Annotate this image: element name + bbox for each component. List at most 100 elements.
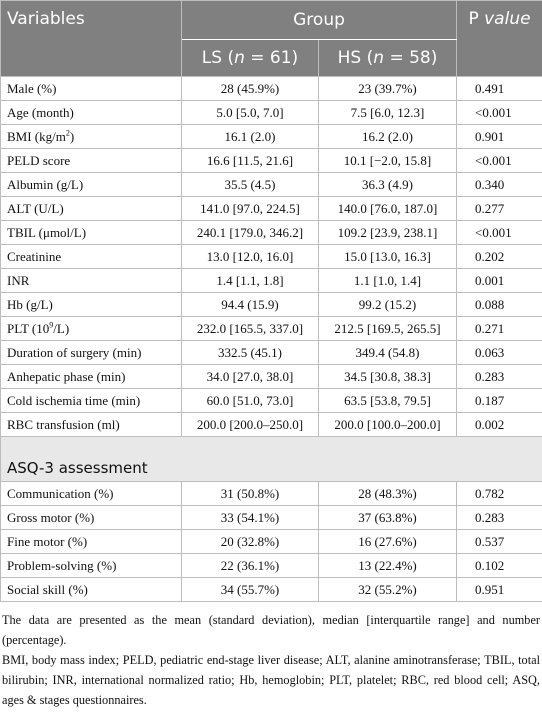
cell: 16.2 (2.0) <box>317 124 458 149</box>
cell: 212.5 [169.5, 265.5] <box>317 316 458 341</box>
text-segment: HS ( <box>337 48 374 68</box>
cell: 232.0 [165.5, 337.0] <box>181 316 319 341</box>
cell: 7.5 [6.0, 12.3] <box>317 100 458 125</box>
cell: 200.0 [100.0–200.0] <box>317 412 458 437</box>
cell: 0.283 <box>456 364 542 389</box>
cell: 28 (48.3%) <box>317 481 458 506</box>
header-row: Variables Group P value <box>0 0 542 77</box>
cell: 0.491 <box>456 76 542 101</box>
row-label: INR <box>0 268 182 293</box>
cell: 22 (36.1%) <box>181 553 319 578</box>
table-header: Variables Group P value LS (n = 61) HS (… <box>0 0 542 77</box>
header-cell: Variables <box>0 0 182 77</box>
text-segment: n <box>373 48 385 68</box>
row-label: PLT (109/L) <box>0 316 182 341</box>
cell: <0.001 <box>456 148 542 173</box>
row-label: Creatinine <box>0 244 182 269</box>
cell: 15.0 [13.0, 16.3] <box>317 244 458 269</box>
row-label: Age (month) <box>0 100 182 125</box>
text-segment: = 58) <box>384 48 438 68</box>
cell: 349.4 (54.8) <box>317 340 458 365</box>
cell: 23 (39.7%) <box>317 76 458 101</box>
header-cell: Group <box>180 0 458 40</box>
header-cell: LS (n = 61) <box>181 39 319 77</box>
text-segment: ) <box>69 128 75 144</box>
row-label: Anhepatic phase (min) <box>0 364 182 389</box>
row-label: ALT (U/L) <box>0 196 182 221</box>
cell: <0.001 <box>456 220 542 245</box>
cell: 16.1 (2.0) <box>181 124 319 149</box>
cell: 0.002 <box>456 412 542 437</box>
table-row: Creatinine 13.0 [12.0, 16.0] 15.0 [13.0, 1… <box>0 244 542 269</box>
cell: 0.951 <box>456 577 542 602</box>
text-segment: P <box>468 9 479 29</box>
cell: 34 (55.7%) <box>181 577 319 602</box>
cell: 0.063 <box>456 340 542 365</box>
cell: 0.001 <box>456 268 542 293</box>
cell: 240.1 [179.0, 346.2] <box>181 220 319 245</box>
row-label: Albumin (g/L) <box>0 172 182 197</box>
cell: 13 (22.4%) <box>317 553 458 578</box>
row-label: RBC transfusion (ml) <box>0 412 182 437</box>
table-row: Social skill (%) 34 (55.7%) 32 (55.2%) 0.95… <box>0 577 542 602</box>
row-label: Communication (%) <box>0 481 182 506</box>
cell: 0.271 <box>456 316 542 341</box>
cell: 35.5 (4.5) <box>181 172 319 197</box>
cell: 1.1 [1.0, 1.4] <box>317 268 458 293</box>
data-table: Variables Group P value LS (n = 61) HS (… <box>0 0 542 602</box>
cell: 31 (50.8%) <box>181 481 319 506</box>
cell: 0.537 <box>456 529 542 554</box>
cell: 16 (27.6%) <box>317 529 458 554</box>
cell: 63.5 [53.8, 79.5] <box>317 388 458 413</box>
cell: 109.2 [23.9, 238.1] <box>317 220 458 245</box>
cell: 0.187 <box>456 388 542 413</box>
cell: 99.2 (15.2) <box>317 292 458 317</box>
row-label: Hb (g/L) <box>0 292 182 317</box>
table-body: Male (%) 28 (45.9%) 23 (39.7%) 0.491 Age (mo… <box>0 76 542 602</box>
table-row: Hb (g/L) 94.4 (15.9) 99.2 (15.2) 0.088 <box>0 292 542 317</box>
cell: 33 (54.1%) <box>181 505 319 530</box>
text-segment: 9 <box>49 320 54 330</box>
header-cell: P value <box>456 0 542 77</box>
cell: 0.102 <box>456 553 542 578</box>
row-label: TBIL (μmol/L) <box>0 220 182 245</box>
cell: 60.0 [51.0, 73.0] <box>181 388 319 413</box>
row-label: Male (%) <box>0 76 182 101</box>
cell: 0.340 <box>456 172 542 197</box>
cell: 5.0 [5.0, 7.0] <box>181 100 319 125</box>
table-row: ALT (U/L) 141.0 [97.0, 224.5] 140.0 [76.0,… <box>0 196 542 221</box>
footnote: The data are presented as the mean (stan… <box>2 613 540 647</box>
table-row: TBIL (μmol/L) 240.1 [179.0, 346.2] 109.2 [… <box>0 220 542 245</box>
text-segment: /L) <box>53 320 70 336</box>
text-segment: = 61) <box>244 48 299 68</box>
cell: 34.5 [30.8, 38.3] <box>317 364 458 389</box>
cell: <0.001 <box>456 100 542 125</box>
text-segment: PLT (10 <box>7 320 50 336</box>
text-segment: 2 <box>65 128 70 138</box>
cell: 16.6 [11.5, 21.6] <box>181 148 319 173</box>
table-row: Age (month) 5.0 [5.0, 7.0] 7.5 [6.0, 12.3]… <box>0 100 542 125</box>
cell: 0.782 <box>456 481 542 506</box>
table-row: RBC transfusion (ml) 200.0 [200.0–250.0] 2… <box>0 412 542 437</box>
table-row: PLT (109/L) 232.0 [165.5, 337.0] 212.5 [16… <box>0 316 542 341</box>
row-label: Cold ischemia time (min) <box>0 388 182 413</box>
table-row: Fine motor (%) 20 (32.8%) 16 (27.6%) 0.537 <box>0 529 542 554</box>
cell: 200.0 [200.0–250.0] <box>181 412 319 437</box>
cell: 37 (63.8%) <box>317 505 458 530</box>
cell: 332.5 (45.1) <box>181 340 319 365</box>
cell: 0.901 <box>456 124 542 149</box>
cell: 0.283 <box>456 505 542 530</box>
row-label: Duration of surgery (min) <box>0 340 182 365</box>
row-label: Social skill (%) <box>0 577 182 602</box>
row-label: Fine motor (%) <box>0 529 182 554</box>
table-row: BMI (kg/m2) 16.1 (2.0) 16.2 (2.0) 0.901 <box>0 124 542 149</box>
cell: 34.0 [27.0, 38.0] <box>181 364 319 389</box>
section-label: ASQ-3 assessment <box>0 436 542 482</box>
cell: 20 (32.8%) <box>181 529 319 554</box>
cell: 1.4 [1.1, 1.8] <box>181 268 319 293</box>
table-row: Duration of surgery (min) 332.5 (45.1) 349… <box>0 340 542 365</box>
cell: 141.0 [97.0, 224.5] <box>181 196 319 221</box>
cell: 36.3 (4.9) <box>317 172 458 197</box>
text-segment: n <box>234 48 245 68</box>
